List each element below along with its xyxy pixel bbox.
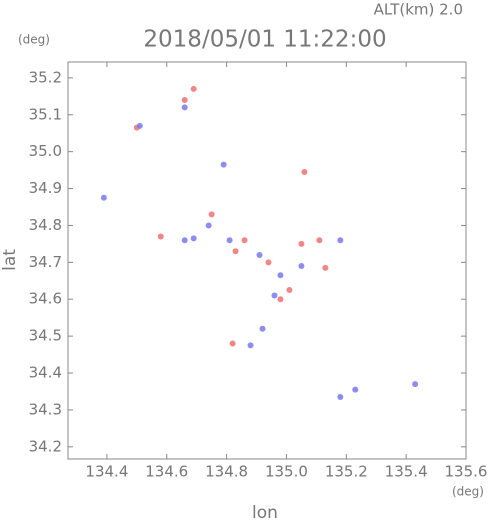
point	[337, 237, 344, 244]
chart-title: 2018/05/01 11:22:00	[143, 27, 386, 53]
y-tick-label: 35.0	[29, 142, 62, 160]
x-tick-label: 135.6	[445, 463, 488, 481]
point	[208, 211, 215, 218]
point	[337, 394, 344, 401]
point	[271, 292, 278, 299]
point	[229, 340, 236, 347]
y-axis-label: lat	[0, 249, 20, 271]
point	[352, 386, 359, 393]
point	[247, 342, 254, 349]
point	[265, 259, 272, 266]
point	[412, 381, 419, 388]
point	[220, 161, 227, 168]
y-unit: (deg)	[18, 33, 50, 47]
x-tick-label: 134.8	[205, 463, 248, 481]
point	[157, 233, 164, 240]
point	[232, 248, 239, 255]
point	[277, 296, 284, 303]
y-tick-label: 34.2	[29, 437, 62, 455]
x-tick-label: 135.2	[325, 463, 368, 481]
y-tick-label: 34.4	[29, 364, 62, 382]
y-tick-label: 34.5	[29, 327, 62, 345]
y-tick-label: 34.3	[29, 400, 62, 418]
y-tick-label: 35.2	[29, 68, 62, 86]
point	[256, 251, 263, 258]
point	[181, 97, 188, 104]
x-tick-label: 135.0	[265, 463, 308, 481]
point	[205, 222, 212, 229]
point	[322, 264, 329, 271]
point	[286, 287, 293, 294]
x-tick-label: 134.6	[145, 463, 188, 481]
point	[190, 235, 197, 242]
plot-frame	[67, 61, 467, 460]
point	[100, 194, 107, 201]
point	[136, 122, 143, 129]
y-tick-label: 34.7	[29, 253, 62, 271]
point	[298, 240, 305, 247]
point	[226, 237, 233, 244]
chart-subtitle: ALT(km) 2.0	[374, 1, 463, 19]
point	[181, 237, 188, 244]
point	[181, 104, 188, 111]
y-tick-label: 34.8	[29, 216, 62, 234]
point	[316, 237, 323, 244]
x-axis-label: lon	[252, 503, 278, 521]
point	[298, 263, 305, 270]
x-tick-label: 134.4	[85, 463, 128, 481]
y-tick-label: 34.9	[29, 179, 62, 197]
point	[190, 85, 197, 92]
point	[259, 325, 266, 332]
point	[277, 272, 284, 279]
point	[301, 168, 308, 175]
y-tick-label: 35.1	[29, 105, 62, 123]
point	[241, 237, 248, 244]
y-tick-label: 34.6	[29, 290, 62, 308]
x-unit: (deg)	[452, 485, 484, 499]
x-tick-label: 135.4	[385, 463, 428, 481]
